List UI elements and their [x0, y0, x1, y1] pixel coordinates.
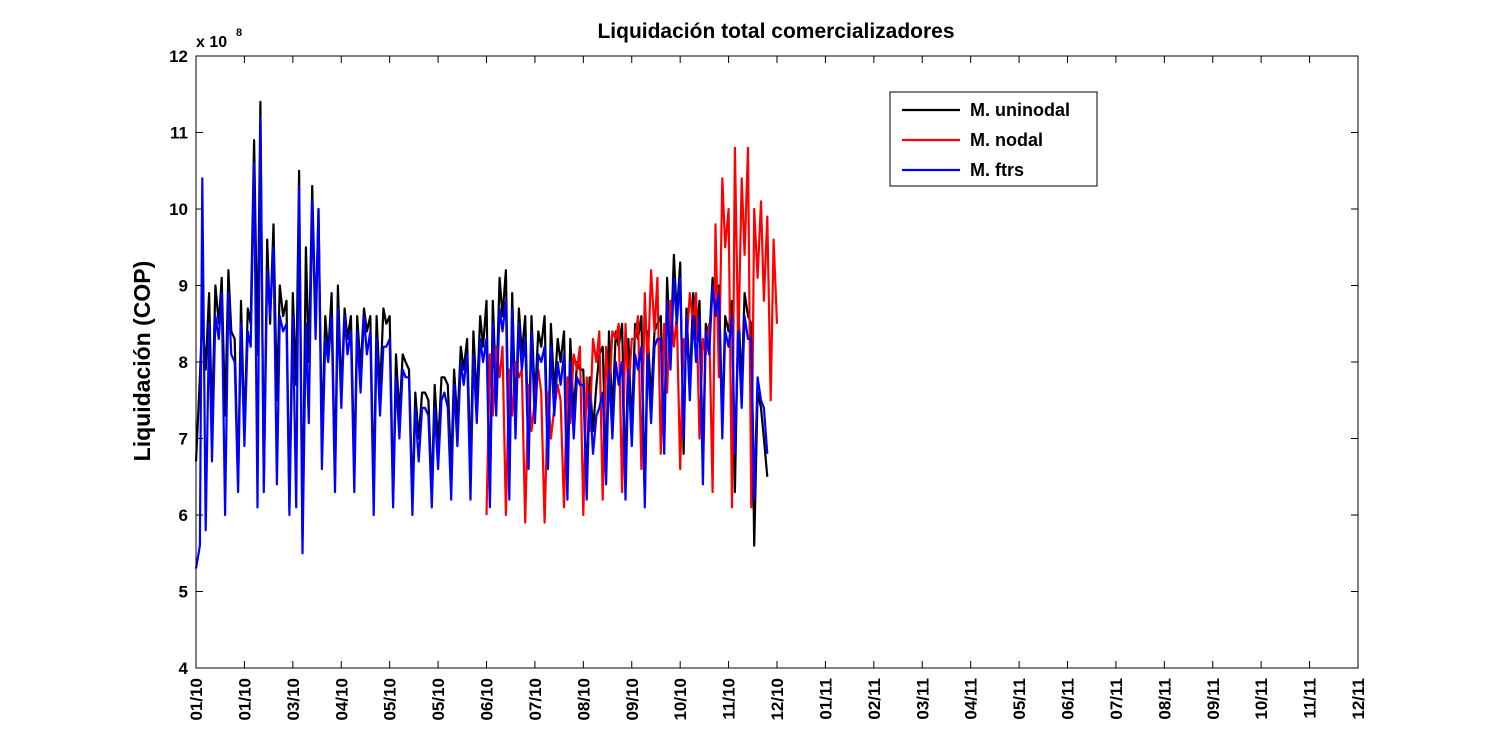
x-axis: 01/10 01/10 03/10 04/10 05/10 05/10 06/10 07/10…: [187, 56, 1368, 721]
series-line-m-ftrs: [194, 116, 769, 569]
legend-label: M. nodal: [970, 130, 1043, 150]
x-tick-label: 05/11: [1010, 678, 1029, 720]
y-axis-multiplier-exponent: 8: [236, 27, 242, 39]
x-tick-label: 05/10: [381, 678, 400, 721]
y-tick-label: 8: [179, 353, 188, 372]
x-tick-label: 04/10: [332, 678, 351, 721]
y-tick-label: 5: [179, 583, 188, 602]
x-tick-label: 08/10: [574, 678, 593, 721]
y-tick-label: 7: [179, 430, 188, 449]
y-tick-label: 4: [179, 659, 189, 678]
x-tick-label: 02/11: [865, 678, 884, 720]
x-tick-label: 10/10: [671, 678, 690, 721]
y-axis-multiplier-base: x 10: [196, 34, 227, 51]
x-tick-label: 03/10: [284, 678, 303, 721]
x-tick-label: 04/11: [962, 678, 981, 720]
x-tick-label: 11/10: [720, 678, 739, 720]
x-tick-label: 01/11: [816, 678, 835, 720]
y-tick-label: 10: [169, 200, 188, 219]
x-tick-label: 08/11: [1155, 678, 1174, 720]
legend-label: M. uninodal: [970, 100, 1070, 120]
x-tick-label: 07/10: [526, 678, 545, 721]
x-tick-label: 05/10: [429, 678, 448, 721]
x-tick-label: 07/11: [1107, 678, 1126, 720]
x-tick-label: 09/10: [623, 678, 642, 721]
y-tick-label: 9: [179, 277, 188, 296]
x-tick-label: 11/11: [1301, 678, 1320, 719]
y-tick-label: 6: [179, 506, 188, 525]
y-axis: 4 5 6 7 8 9 10 11 12: [169, 47, 1358, 678]
x-tick-label: 01/10: [235, 678, 254, 721]
x-tick-label: 12/10: [768, 678, 787, 721]
y-tick-label: 11: [170, 124, 188, 143]
x-tick-label: 10/11: [1252, 678, 1271, 720]
x-tick-label: 01/10: [187, 678, 206, 721]
x-tick-label: 06/11: [1059, 678, 1078, 720]
x-tick-label: 03/11: [913, 678, 932, 720]
legend: M. uninodal M. nodal M. ftrs: [889, 91, 1098, 187]
legend-label: M. ftrs: [970, 160, 1024, 180]
x-tick-label: 09/11: [1204, 678, 1223, 720]
y-axis-label: Liquidación (COP): [129, 261, 155, 462]
x-tick-label: 06/10: [478, 678, 497, 721]
plot-area: [194, 100, 779, 569]
chart-title: Liquidación total comercializadores: [597, 20, 954, 43]
x-tick-label: 12/11: [1349, 678, 1368, 720]
y-tick-label: 12: [169, 47, 188, 66]
